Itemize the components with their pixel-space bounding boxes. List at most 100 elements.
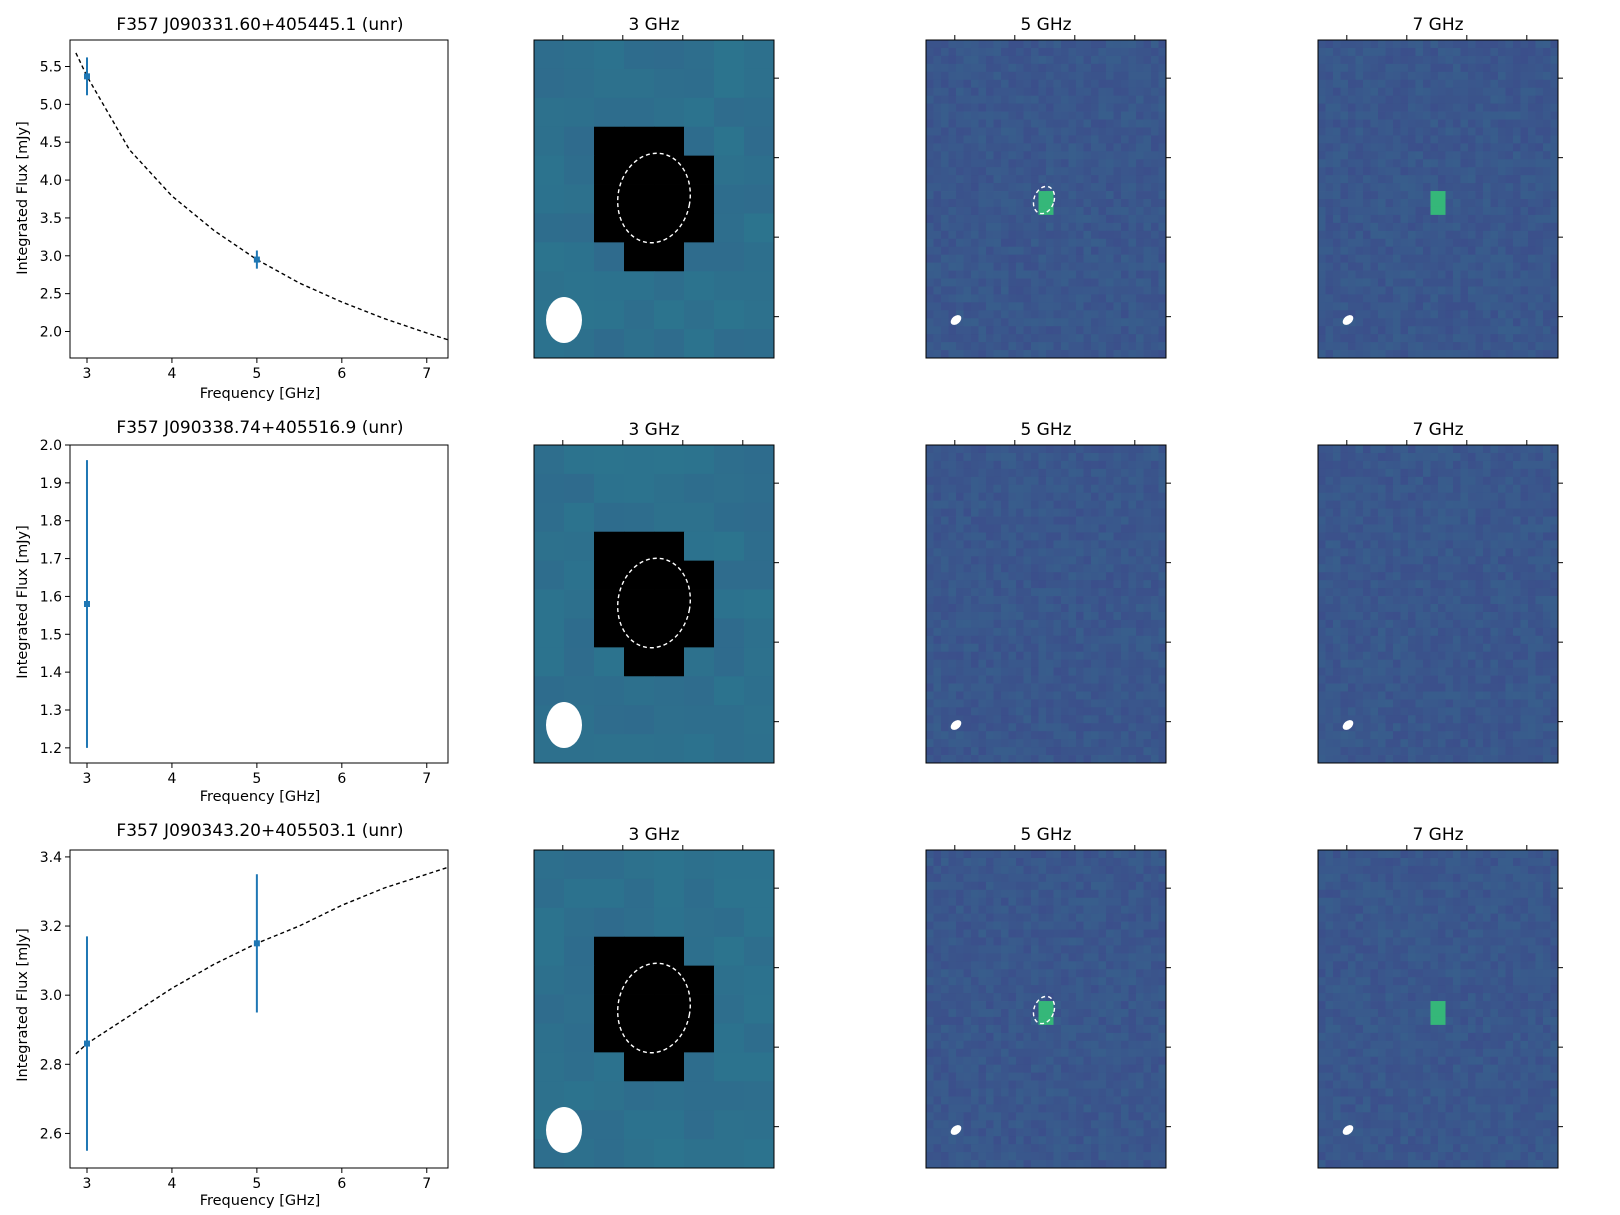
image-frame <box>925 444 1167 764</box>
beam-ellipse <box>1342 1125 1354 1135</box>
image-panel: 3 GHz <box>533 15 779 359</box>
image-frame <box>533 849 775 1169</box>
x-tick-label: 7 <box>422 1176 431 1192</box>
x-tick-label: 3 <box>83 1176 92 1192</box>
data-point <box>83 601 90 607</box>
sed-plot-title: F357 J090331.60+405445.1 (unr) <box>116 15 403 35</box>
x-tick-label: 6 <box>337 366 346 382</box>
panel-title: 5 GHz <box>1020 15 1071 35</box>
image-frame <box>1317 849 1559 1169</box>
sed-plot: 3 4 5 6 7 2.0 2.5 3.0 3.5 4.0 4.5 5.0 5.5 <box>40 39 449 382</box>
y-tick-label: 1.8 <box>40 514 62 530</box>
y-tick-label: 4.0 <box>40 173 62 189</box>
x-tick-label: 6 <box>337 1176 346 1192</box>
image-panels: 3 GHz 5 GHz 7 GHz 3 GHz 5 GHz 7 GHz 3 GHz 5 GHz… <box>533 15 1563 1169</box>
x-tick-label: 3 <box>83 771 92 787</box>
axes-frame <box>69 444 449 764</box>
heatmap-pixels <box>926 445 1167 764</box>
y-tick-label: 1.4 <box>40 665 62 681</box>
x-tick-label: 4 <box>167 366 176 382</box>
plot-row-2: F357 J090338.74+405516.9 (unr) Frequency… <box>15 418 449 805</box>
sed-plot-title: F357 J090343.20+405503.1 (unr) <box>116 821 403 841</box>
panel-title: 5 GHz <box>1020 420 1071 440</box>
panel-title: 5 GHz <box>1020 825 1071 845</box>
panel-title: 7 GHz <box>1412 15 1463 35</box>
data-point <box>253 940 260 947</box>
fit-curve <box>75 52 449 341</box>
x-axis-label: Frequency [GHz] <box>200 789 321 805</box>
image-frame <box>925 39 1167 359</box>
data-point <box>83 73 90 80</box>
beam-ellipse <box>546 702 582 748</box>
source-contour <box>616 557 692 649</box>
y-tick-label: 2.5 <box>40 287 62 303</box>
sed-plot-title: F357 J090338.74+405516.9 (unr) <box>116 418 403 438</box>
image-frame <box>533 444 775 764</box>
image-panel: 3 GHz <box>533 420 779 764</box>
heatmap-pixels <box>926 40 1167 359</box>
y-tick-label: 5.0 <box>40 97 62 113</box>
data-point <box>83 1040 90 1047</box>
data-point <box>253 256 260 263</box>
x-axis-label: Frequency [GHz] <box>200 1193 321 1209</box>
x-tick-label: 5 <box>252 366 261 382</box>
plot-row-1: F357 J090331.60+405445.1 (unr) Frequency… <box>15 15 449 402</box>
y-tick-label: 1.9 <box>40 476 62 492</box>
axes-frame <box>69 39 449 359</box>
beam-ellipse <box>1342 720 1354 730</box>
y-tick-label: 3.0 <box>40 249 62 265</box>
image-panel: 5 GHz <box>925 420 1171 764</box>
heatmap-pixels <box>926 850 1167 1169</box>
sed-plot: 3 4 5 6 7 2.6 2.8 3.0 3.2 3.4 <box>40 849 449 1192</box>
y-tick-label: 1.2 <box>40 741 62 757</box>
y-tick-label: 3.5 <box>40 211 62 227</box>
x-tick-label: 4 <box>167 771 176 787</box>
y-axis-label: Integrated Flux [mJy] <box>15 525 31 679</box>
sed-plot: 3 4 5 6 7 1.2 1.3 1.4 1.5 1.6 1.7 1.8 1.9 2.0 <box>40 438 449 787</box>
fit-curve <box>75 866 449 1055</box>
panel-title: 3 GHz <box>628 825 679 845</box>
y-tick-label: 3.4 <box>40 850 62 866</box>
image-frame <box>1317 444 1559 764</box>
panel-title: 3 GHz <box>628 15 679 35</box>
y-tick-label: 1.3 <box>40 703 62 719</box>
y-tick-label: 4.5 <box>40 135 62 151</box>
beam-ellipse <box>950 1125 962 1135</box>
heatmap-pixels <box>1318 850 1559 1169</box>
x-axis-label: Frequency [GHz] <box>200 386 321 402</box>
y-tick-label: 2.0 <box>40 325 62 341</box>
image-panel: 7 GHz <box>1317 825 1563 1169</box>
y-tick-label: 3.2 <box>40 919 62 935</box>
x-tick-label: 6 <box>337 771 346 787</box>
y-axis-label: Integrated Flux [mJy] <box>15 121 31 275</box>
heatmap-pixels <box>1318 445 1559 764</box>
y-tick-label: 3.0 <box>40 988 62 1004</box>
panel-title: 7 GHz <box>1412 825 1463 845</box>
heatmap-pixels <box>534 850 775 1169</box>
source-contour <box>1032 995 1056 1025</box>
y-tick-label: 2.6 <box>40 1126 62 1142</box>
x-tick-label: 5 <box>252 771 261 787</box>
source-contour <box>616 962 692 1054</box>
x-tick-label: 7 <box>422 771 431 787</box>
y-tick-label: 2.0 <box>40 438 62 454</box>
image-panel: 3 GHz <box>533 825 779 1169</box>
image-panel: 7 GHz <box>1317 420 1563 764</box>
x-tick-label: 4 <box>167 1176 176 1192</box>
x-tick-label: 7 <box>422 366 431 382</box>
axes-frame <box>69 849 449 1169</box>
beam-ellipse <box>1342 315 1354 325</box>
y-tick-label: 1.7 <box>40 552 62 568</box>
beam-ellipse <box>950 315 962 325</box>
image-panel: 5 GHz <box>925 15 1171 359</box>
y-tick-label: 2.8 <box>40 1057 62 1073</box>
image-panel: 7 GHz <box>1317 15 1563 359</box>
beam-ellipse <box>546 297 582 343</box>
beam-ellipse <box>950 720 962 730</box>
y-tick-label: 1.5 <box>40 627 62 643</box>
image-panel: 5 GHz <box>925 825 1171 1169</box>
image-frame <box>1317 39 1559 359</box>
heatmap-pixels <box>534 40 775 359</box>
x-tick-label: 5 <box>252 1176 261 1192</box>
